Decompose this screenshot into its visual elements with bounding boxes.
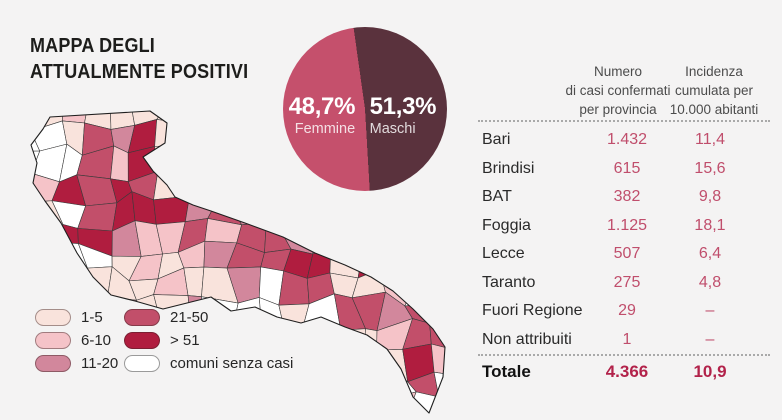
- femmine-percent: 48,7%: [288, 93, 356, 121]
- legend-label-21-50: 21-50: [170, 309, 209, 326]
- table-row-foggia: Foggia 1.125 18,1: [478, 212, 774, 241]
- legend-label-1-5: 1-5: [81, 309, 103, 326]
- table-row-bari: Bari 1.432 11,4: [478, 126, 774, 155]
- province-name: BAT: [482, 188, 512, 206]
- pie-slice-femmine-label: 48,7% Femmine: [283, 94, 360, 137]
- province-name: Foggia: [482, 216, 531, 234]
- incidence-value: 9,8: [698, 188, 722, 206]
- legend-item-over-51: > 51: [124, 332, 293, 349]
- puglia-choropleth-map: [30, 110, 446, 414]
- province-name: Non attribuiti: [482, 330, 572, 348]
- province-name: Lecce: [482, 245, 525, 263]
- incidence-value: –: [705, 302, 715, 320]
- cases-value: 29: [618, 302, 636, 320]
- cases-value: 1: [622, 330, 632, 348]
- table-row-fuori-regione: Fuori Regione 29 –: [478, 297, 774, 326]
- map-legend-column-1: 1-5 6-10 11-20: [35, 309, 118, 372]
- gender-pie-chart: 48,7% Femmine 51,3% Maschi: [283, 27, 447, 191]
- cases-value: 615: [613, 159, 641, 177]
- province-name: Bari: [482, 131, 511, 149]
- legend-label-no-cases: comuni senza casi: [170, 355, 294, 372]
- table-row-brindisi: Brindisi 615 15,6: [478, 155, 774, 184]
- legend-item-21-50: 21-50: [124, 309, 293, 326]
- incidence-value: 15,6: [694, 159, 726, 177]
- legend-label-over-51: > 51: [170, 332, 200, 349]
- maschi-label: Maschi: [369, 121, 416, 138]
- cases-value: 1.432: [606, 131, 648, 149]
- total-label: Totale: [482, 362, 531, 381]
- incidence-value: 11,4: [695, 131, 725, 149]
- province-table: Numero di casi confermati per provincia …: [478, 58, 774, 413]
- table-header-incidence: Incidenza cumulata per 10.000 abitanti: [669, 64, 759, 117]
- table-row-totale: Totale 4.366 10,9: [478, 358, 774, 386]
- pie-slice-maschi-label: 51,3% Maschi: [367, 94, 445, 137]
- legend-item-no-cases: comuni senza casi: [124, 355, 293, 372]
- map-legend-column-2: 21-50 > 51 comuni senza casi: [124, 309, 293, 372]
- legend-swatch-11-20: [35, 355, 71, 372]
- page-title: MAPPA DEGLI ATTUALMENTE POSITIVI: [30, 35, 249, 83]
- maschi-percent: 51,3%: [369, 93, 437, 121]
- legend-item-6-10: 6-10: [35, 332, 118, 349]
- femmine-label: Femmine: [294, 121, 356, 138]
- table-row-non-attribuiti: Non attribuiti 1 –: [478, 326, 774, 355]
- incidence-value: 4,8: [698, 273, 722, 291]
- legend-item-1-5: 1-5: [35, 309, 118, 326]
- table-row-bat: BAT 382 9,8: [478, 183, 774, 212]
- table-header-cases: Numero di casi confermati per provincia: [565, 64, 671, 117]
- province-name: Brindisi: [482, 159, 535, 177]
- legend-item-11-20: 11-20: [35, 355, 118, 372]
- incidence-value: –: [705, 330, 715, 348]
- province-name: Fuori Regione: [482, 302, 583, 320]
- legend-swatch-1-5: [35, 309, 71, 326]
- legend-label-6-10: 6-10: [81, 332, 112, 349]
- cases-value: 1.125: [606, 216, 648, 234]
- table-row-taranto: Taranto 275 4,8: [478, 269, 774, 298]
- total-incidence-value: 10,9: [693, 362, 727, 381]
- province-name: Taranto: [482, 273, 536, 291]
- legend-swatch-21-50: [124, 309, 160, 326]
- legend-swatch-no-cases: [124, 355, 160, 372]
- legend-swatch-over-51: [124, 332, 160, 349]
- legend-label-11-20: 11-20: [81, 355, 119, 372]
- cases-value: 382: [613, 188, 641, 206]
- cases-value: 507: [613, 245, 641, 263]
- table-rows: Bari 1.432 11,4 Brindisi 615 15,6 BAT 38…: [478, 126, 774, 354]
- cases-value: 275: [613, 273, 641, 291]
- incidence-value: 6,4: [698, 245, 722, 263]
- table-row-lecce: Lecce 507 6,4: [478, 240, 774, 269]
- legend-swatch-6-10: [35, 332, 71, 349]
- total-cases-value: 4.366: [605, 362, 649, 381]
- incidence-value: 18,1: [694, 216, 726, 234]
- table-divider-top: [478, 120, 770, 122]
- table-divider-total: [478, 354, 770, 356]
